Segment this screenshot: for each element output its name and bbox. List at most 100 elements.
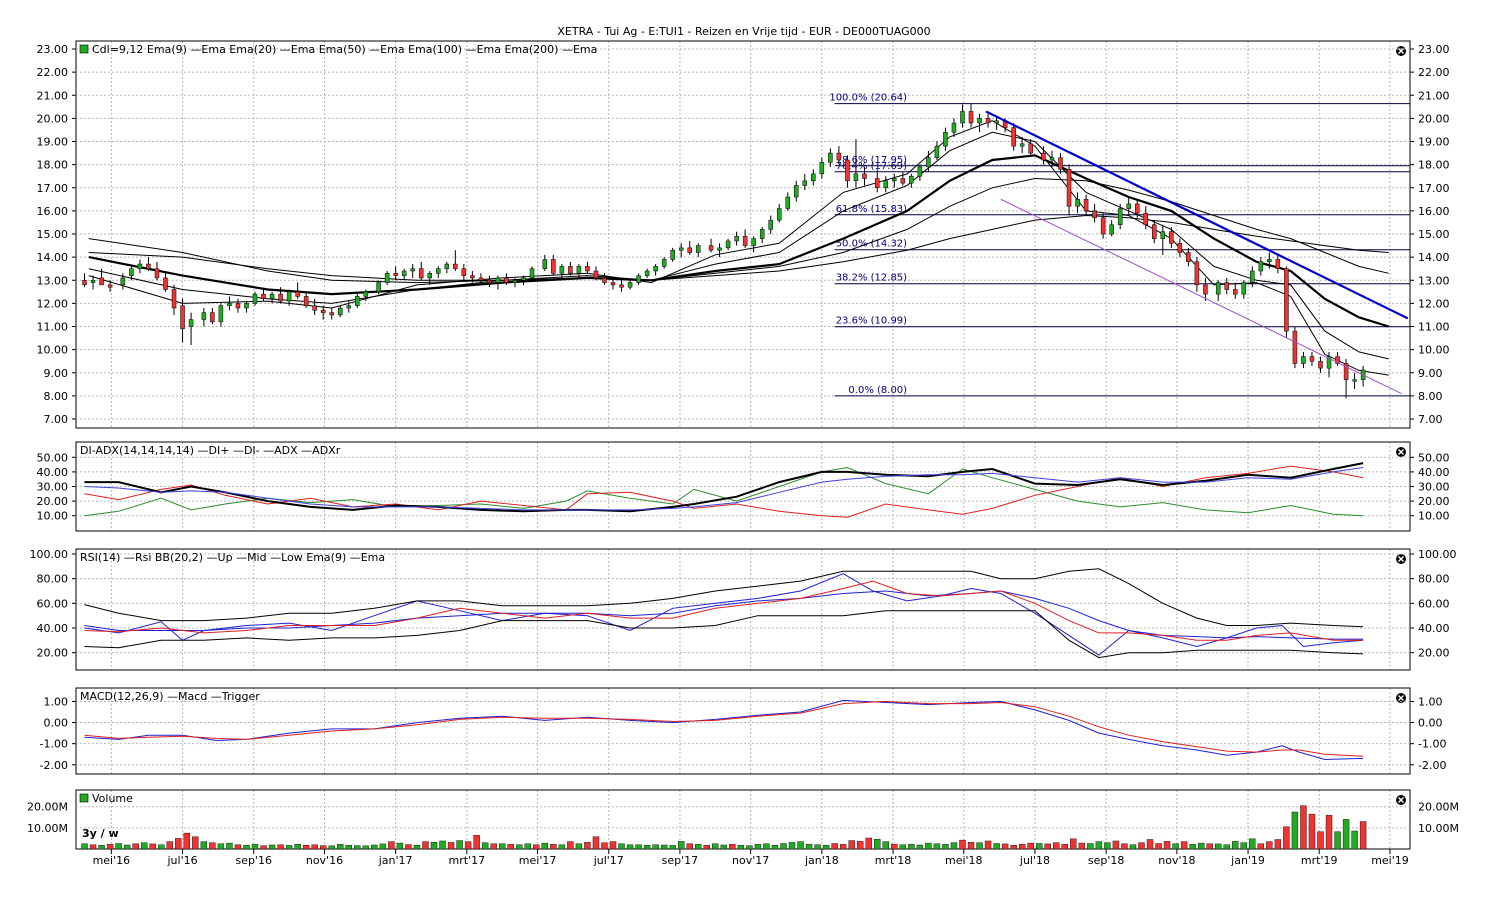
candle-up bbox=[1126, 203, 1131, 209]
volume-bar bbox=[678, 841, 685, 850]
y-tick-label-right: 22.00 bbox=[1418, 66, 1450, 79]
volume-bar bbox=[1018, 844, 1026, 850]
candle-up bbox=[751, 238, 756, 246]
x-tick-label: jul'17 bbox=[593, 854, 624, 867]
y-tick-label-left: 20.00 bbox=[37, 495, 69, 508]
candle-up bbox=[201, 312, 207, 320]
volume-bar bbox=[669, 845, 676, 850]
y-tick-label-right: 19.00 bbox=[1418, 136, 1450, 149]
candle-up bbox=[529, 268, 535, 279]
volume-bar bbox=[865, 837, 872, 850]
volume-bar bbox=[226, 842, 233, 850]
volume-bar bbox=[507, 844, 514, 850]
candle-down bbox=[1058, 157, 1063, 170]
volume-bar bbox=[115, 843, 122, 850]
y-tick-label-left: 40.00 bbox=[37, 622, 69, 635]
candle-down bbox=[329, 312, 334, 316]
candle-up bbox=[819, 162, 825, 175]
candle-down bbox=[875, 178, 880, 188]
close-icon[interactable] bbox=[1396, 46, 1406, 56]
trendline-resistance bbox=[985, 110, 1409, 320]
y-tick-label-left: 20.00M bbox=[27, 801, 68, 814]
close-icon[interactable] bbox=[1396, 693, 1406, 703]
volume-bar bbox=[882, 841, 889, 850]
volume-bar bbox=[1010, 844, 1017, 850]
candle-down bbox=[1194, 261, 1200, 286]
close-icon[interactable] bbox=[1396, 447, 1406, 457]
y-tick-label-left: 13.00 bbox=[37, 274, 69, 287]
close-icon-cross bbox=[1398, 449, 1404, 455]
x-tick-label: jan'18 bbox=[804, 854, 839, 867]
volume-bar bbox=[1155, 843, 1162, 850]
panel-legend: RSI(14) —Rsi BB(20,2) —Up —Mid —Low Ema(… bbox=[80, 551, 385, 564]
volume-bar bbox=[1104, 842, 1111, 850]
y-tick-label-left: 22.00 bbox=[37, 66, 69, 79]
fibonacci-label: 78.6% (17.95) bbox=[836, 155, 907, 166]
candle-down bbox=[602, 277, 607, 283]
volume-bar bbox=[686, 843, 693, 850]
candle-up bbox=[227, 303, 232, 306]
candle-up bbox=[188, 319, 194, 327]
legend-swatch bbox=[79, 793, 89, 803]
volume-bar bbox=[1291, 811, 1299, 850]
volume-bar bbox=[643, 844, 651, 850]
x-tick-label: mei'18 bbox=[945, 854, 983, 867]
candle-up bbox=[1109, 224, 1114, 235]
candle-down bbox=[687, 247, 692, 253]
y-tick-label-left: -1.00 bbox=[40, 738, 68, 751]
y-tick-label-right: 60.00 bbox=[1418, 597, 1450, 610]
volume-bar bbox=[950, 842, 958, 850]
candle-up bbox=[853, 173, 859, 182]
panel-rsi: 20.00 20.00 40.00 40.00 60.00 60.00 80.00 80.00… bbox=[30, 548, 1457, 671]
y-tick-label-left: 50.00 bbox=[37, 451, 69, 464]
candle-down bbox=[1177, 243, 1183, 253]
y-tick-label-right: 10.00 bbox=[1418, 510, 1450, 523]
volume-bar bbox=[1223, 844, 1230, 850]
candle-up bbox=[909, 175, 914, 184]
volume-bar bbox=[737, 844, 745, 850]
volume-bar bbox=[1240, 842, 1247, 850]
y-tick-label-left: 30.00 bbox=[37, 481, 69, 494]
candle-up bbox=[90, 280, 96, 283]
y-tick-label-right: 8.00 bbox=[1418, 390, 1443, 403]
volume-bar bbox=[123, 844, 131, 850]
candle-down bbox=[1284, 268, 1289, 332]
y-tick-label-right: 21.00 bbox=[1418, 89, 1450, 102]
y-tick-label-left: 10.00M bbox=[27, 822, 68, 835]
candle-up bbox=[892, 178, 897, 182]
candle-up bbox=[926, 157, 931, 168]
candle-down bbox=[312, 305, 317, 311]
candle-up bbox=[363, 291, 369, 297]
close-icon-cross bbox=[1398, 48, 1404, 54]
candle-up bbox=[644, 270, 650, 276]
x-tick-label: sep'18 bbox=[1088, 854, 1125, 867]
volume-bar bbox=[183, 832, 191, 850]
candle-up bbox=[137, 263, 143, 269]
candle-up bbox=[661, 259, 667, 267]
y-tick-label-right: 11.00 bbox=[1418, 321, 1450, 334]
y-tick-label-left: 20.00 bbox=[37, 647, 69, 660]
close-icon[interactable] bbox=[1396, 554, 1406, 564]
volume-bar bbox=[584, 842, 591, 850]
volume-bar bbox=[967, 842, 975, 850]
close-icon[interactable] bbox=[1396, 795, 1406, 805]
volume-bar bbox=[805, 843, 813, 850]
candle-down bbox=[593, 270, 599, 279]
candle-down bbox=[985, 118, 991, 124]
candle-up bbox=[1241, 282, 1247, 295]
close-icon-cross bbox=[1398, 797, 1404, 803]
candle-up bbox=[960, 111, 965, 124]
candle-up bbox=[802, 180, 808, 186]
volume-bar bbox=[652, 844, 659, 850]
y-tick-label-right: 9.00 bbox=[1418, 367, 1443, 380]
candle-up bbox=[1267, 259, 1272, 262]
chart-title: XETRA - Tui Ag - E:TUI1 - Reizen en Vrij… bbox=[557, 25, 930, 38]
candle-up bbox=[495, 277, 501, 283]
volume-bar bbox=[609, 841, 617, 850]
close-icon-cross bbox=[1398, 556, 1404, 562]
candle-up bbox=[252, 293, 258, 304]
candle-down bbox=[585, 266, 590, 272]
candle-down bbox=[1066, 169, 1072, 207]
